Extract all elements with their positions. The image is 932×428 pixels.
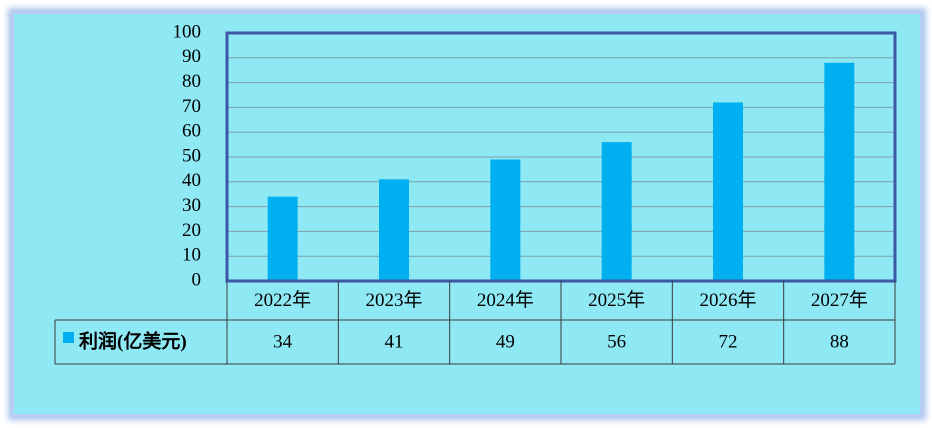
legend-label: 利润(亿美元) [79, 329, 187, 352]
y-tick-label: 90 [182, 46, 201, 67]
y-tick-label: 50 [182, 145, 201, 166]
x-tick-label: 2026年 [699, 289, 756, 311]
table-value: 72 [719, 331, 738, 352]
x-tick-label: 2024年 [477, 289, 534, 311]
y-tick-label: 70 [182, 96, 201, 117]
table-value: 34 [273, 331, 293, 352]
bar [713, 102, 743, 281]
x-tick-label: 2023年 [365, 289, 422, 311]
y-tick-label: 0 [192, 269, 202, 290]
bar [490, 159, 521, 281]
x-tick-label: 2027年 [811, 289, 868, 311]
y-tick-label: 80 [182, 71, 201, 92]
bar [601, 142, 632, 281]
table-value: 41 [385, 331, 404, 352]
bar [267, 196, 298, 281]
chart-frame [12, 12, 922, 416]
x-tick-label: 2025年 [588, 289, 645, 311]
y-tick-label: 20 [182, 220, 201, 241]
legend-key [63, 332, 74, 343]
table-value: 49 [496, 331, 515, 352]
table-value: 56 [607, 331, 626, 352]
x-tick-label: 2022年 [254, 289, 311, 311]
y-tick-label: 10 [182, 245, 201, 266]
y-tick-label: 100 [173, 21, 202, 42]
y-tick-label: 30 [182, 195, 201, 216]
bar [379, 179, 409, 281]
y-tick-label: 60 [182, 121, 201, 142]
bar [824, 62, 855, 282]
table-value: 88 [830, 331, 849, 352]
y-tick-label: 40 [182, 170, 201, 191]
